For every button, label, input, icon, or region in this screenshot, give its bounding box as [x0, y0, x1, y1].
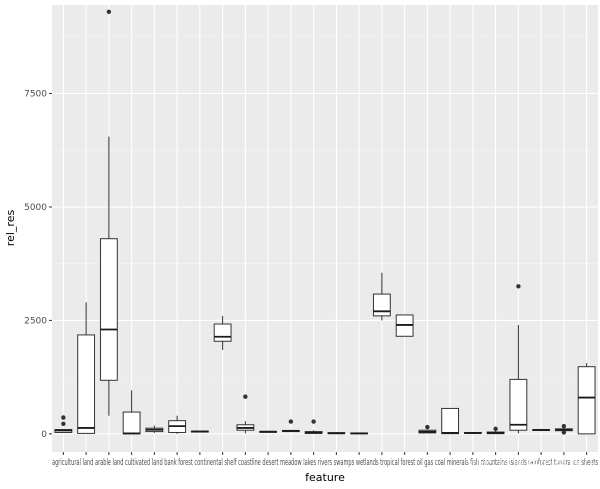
x-tick-labels: agricultural land arable land cultivated… — [52, 458, 598, 468]
box-iqr — [213, 323, 232, 342]
box-iqr — [372, 293, 391, 317]
y-tick-label: 2500 — [24, 316, 47, 326]
y-tick-label: 0 — [41, 430, 47, 440]
box-iqr — [441, 407, 460, 435]
outlier-point — [561, 430, 567, 435]
outlier-point — [516, 284, 521, 289]
y-axis-ticks: 0 2500 5000 7500 — [24, 89, 52, 440]
x-axis-ticks — [62, 452, 588, 455]
box-iqr — [577, 366, 596, 435]
outlier-point — [61, 415, 66, 420]
box-iqr — [122, 411, 141, 435]
box-iqr — [509, 378, 528, 431]
y-tick-label: 5000 — [24, 203, 47, 213]
outlier-point — [561, 423, 567, 429]
x-axis-title: feature — [305, 471, 345, 484]
outlier-point — [61, 421, 66, 427]
outlier-point — [288, 419, 294, 424]
outlier-point — [493, 426, 498, 432]
outlier-point — [425, 424, 430, 430]
outlier-point — [243, 394, 248, 399]
y-tick-label: 7500 — [24, 89, 47, 99]
y-axis-title: rel_res — [4, 210, 17, 247]
watermark-text: 知乎 @侯年的勇敢儿 — [466, 454, 596, 471]
plot-panel — [52, 5, 598, 452]
box-iqr — [99, 238, 118, 381]
box-series — [54, 9, 596, 435]
outlier-point — [311, 419, 316, 424]
box-iqr — [77, 334, 96, 434]
outlier-point — [106, 9, 112, 15]
